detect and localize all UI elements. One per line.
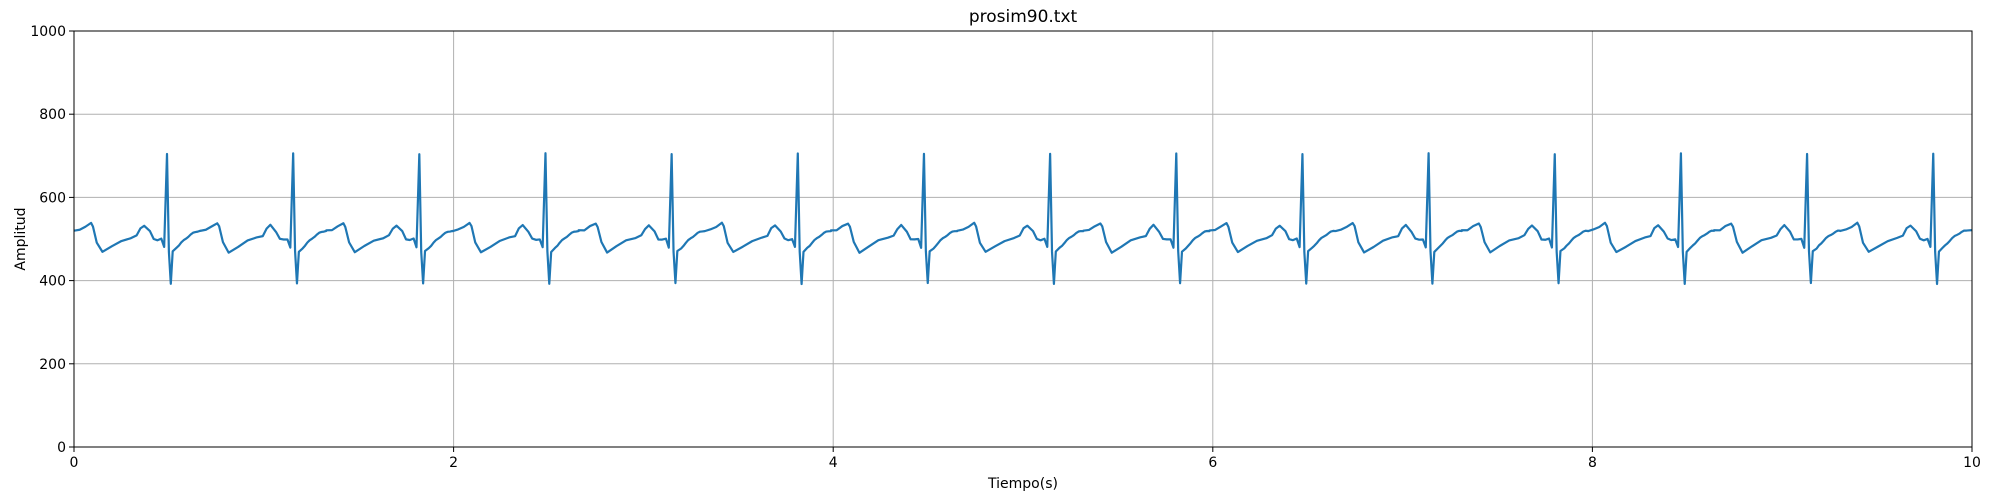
x-tick-label: 2 bbox=[449, 455, 458, 471]
y-tick-label: 600 bbox=[39, 190, 66, 206]
x-tick-label: 4 bbox=[829, 455, 838, 471]
x-tick-label: 0 bbox=[70, 455, 79, 471]
y-tick-label: 200 bbox=[39, 357, 66, 373]
x-axis-label: Tiempo(s) bbox=[987, 476, 1058, 492]
y-tick-label: 1000 bbox=[30, 24, 66, 40]
chart-title: prosim90.txt bbox=[969, 7, 1078, 27]
axes-frame bbox=[73, 30, 1973, 448]
y-axis-label: Amplitud bbox=[13, 207, 29, 270]
x-tick-label: 6 bbox=[1208, 455, 1217, 471]
x-tick-label: 8 bbox=[1588, 455, 1597, 471]
series-line-ecg bbox=[74, 152, 1972, 286]
y-tick-label: 400 bbox=[39, 274, 66, 290]
y-tick-label: 0 bbox=[57, 440, 66, 456]
y-tick-label: 800 bbox=[39, 107, 66, 123]
x-axis: 0 2 4 6 8 10 bbox=[70, 447, 1981, 471]
x-tick-label: 10 bbox=[1963, 455, 1981, 471]
y-axis: 0 200 400 600 800 1000 bbox=[30, 24, 74, 456]
plot-area bbox=[74, 152, 1972, 286]
